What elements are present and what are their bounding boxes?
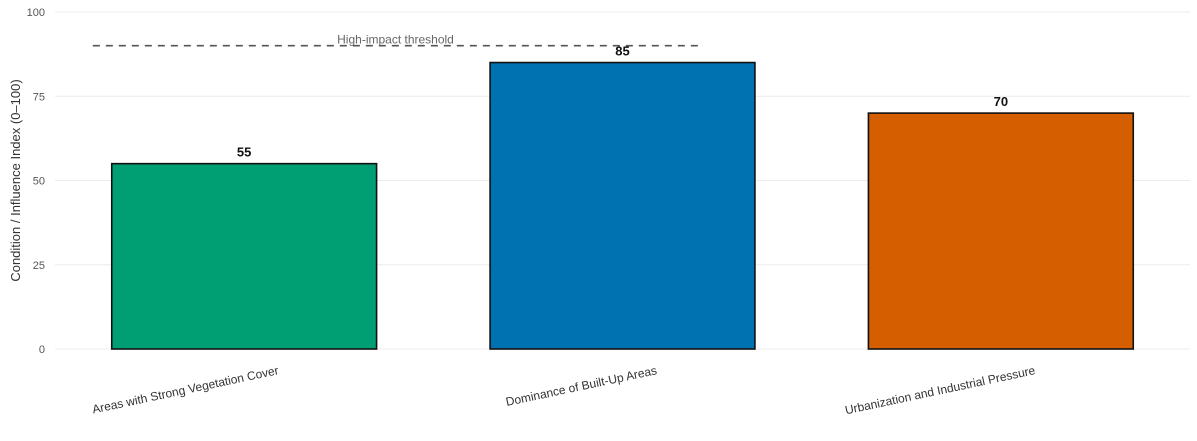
value-labels: 55 85 70 (237, 44, 1008, 160)
threshold-label: High-impact threshold (337, 33, 454, 47)
y-tick-label-50: 50 (33, 176, 45, 188)
y-axis-ticks: 0 25 50 75 100 (27, 7, 45, 356)
bar-3 (867, 112, 1135, 350)
value-label-2: 85 (615, 44, 629, 59)
y-tick-label-100: 100 (27, 7, 45, 19)
value-label-3: 70 (994, 94, 1008, 109)
bars (110, 61, 1135, 350)
x-category-label-1: Areas with Strong Vegetation Cover (91, 363, 280, 416)
value-label-1: 55 (237, 145, 251, 160)
y-axis-title: Condition / Influence Index (0–100) (8, 79, 23, 281)
x-category-label-2: Dominance of Built-Up Areas (505, 363, 659, 409)
y-tick-label-75: 75 (33, 91, 45, 103)
x-axis-categories: Areas with Strong Vegetation Cover Domina… (91, 363, 1037, 417)
bar-1 (110, 162, 378, 350)
y-tick-label-0: 0 (39, 344, 45, 356)
x-category-label-3: Urbanization and Industrial Pressure (844, 363, 1037, 417)
bar-2 (489, 61, 756, 350)
threshold-annotation: High-impact threshold (92, 33, 699, 47)
y-tick-label-25: 25 (33, 260, 45, 272)
